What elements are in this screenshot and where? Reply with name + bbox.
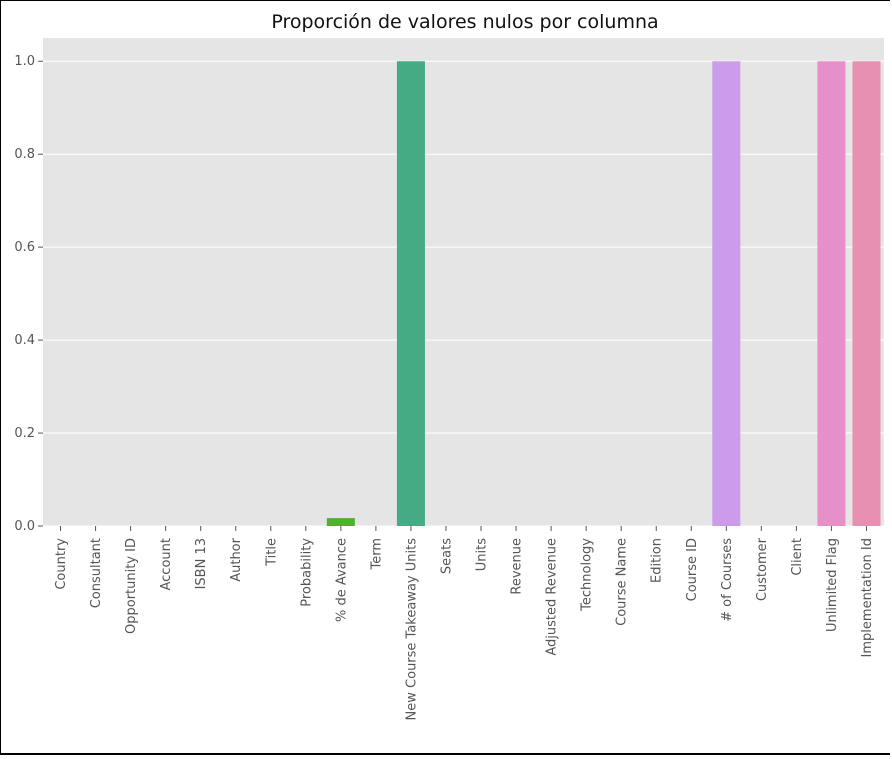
x-tick-label: Term (369, 538, 384, 571)
x-tick-label: ISBN 13 (194, 538, 209, 589)
y-tick-label: 1.0 (14, 54, 35, 69)
x-tick-label: Opportunity ID (124, 538, 139, 634)
x-tick-label: Revenue (510, 538, 525, 595)
x-tick-label: Account (159, 538, 174, 591)
x-tick-label: Adjusted Revenue (545, 538, 560, 656)
x-tick-label: Unlimited Flag (825, 538, 840, 632)
x-tick-label: # of Courses (720, 538, 735, 622)
y-tick-label: 0.8 (14, 147, 35, 162)
bar (396, 61, 425, 526)
x-tick-label: New Course Takeaway Units (404, 538, 419, 721)
bar (817, 61, 846, 526)
y-tick-label: 0.2 (14, 426, 35, 441)
y-tick-label: 0.4 (14, 333, 35, 348)
x-tick-label: Title (264, 538, 279, 567)
x-tick-label: Customer (755, 537, 770, 601)
x-tick-label: Seats (439, 538, 454, 574)
bar (852, 61, 881, 526)
x-tick-label: Edition (650, 538, 665, 583)
x-tick-label: Implementation Id (860, 538, 875, 657)
y-tick-label: 0.6 (14, 240, 35, 255)
x-tick-label: Course Name (615, 538, 630, 626)
x-tick-label: Course ID (685, 538, 700, 601)
x-tick-label: Technology (580, 538, 595, 612)
x-tick-label: Units (475, 538, 490, 571)
x-tick-label: Country (54, 538, 69, 590)
plot-area: 0.0 0.2 0.4 0.6 0.8 1.0 Country Consultant Oppor… (14, 38, 884, 720)
bar (712, 61, 741, 526)
x-tick-label: Client (790, 538, 805, 576)
plot-background (43, 38, 884, 526)
y-tick-label: 0.0 (14, 519, 35, 534)
bar (326, 518, 355, 526)
x-tick-label: % de Avance (334, 538, 349, 622)
x-tick-label: Probability (299, 538, 314, 607)
x-tick-label: Consultant (89, 538, 104, 608)
chart-title: Proporción de valores nulos por columna (271, 11, 658, 33)
x-tick-label: Author (229, 537, 244, 581)
